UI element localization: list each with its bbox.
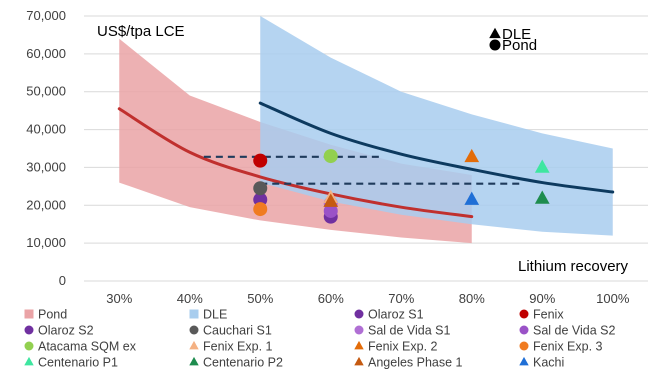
legend-olaroz-s1-icon: [354, 309, 364, 319]
legend-label-fenix-exp-3: Fenix Exp. 3: [533, 340, 603, 354]
legend-sal-de-vida-s1-icon: [354, 325, 364, 335]
x-axis-ticks: 30% 40% 50% 60% 70% 80% 90% 100%: [106, 291, 630, 306]
legend-fenix-exp-2-icon: [354, 340, 364, 350]
legend: Pond DLE Olaroz S1 Fenix Olaroz S2 Cauchari S…: [24, 308, 616, 370]
legend-atacama-sqm-ex-icon: [24, 341, 34, 351]
y-tick-label: 50,000: [26, 84, 66, 99]
x-tick-label: 100%: [596, 291, 630, 306]
y-tick-label: 70,000: [26, 8, 66, 23]
legend-label-fenix-exp-1: Fenix Exp. 1: [203, 340, 273, 354]
line-pond-mid: [117, 107, 474, 219]
legend-label-angeles-phase-1: Angeles Phase 1: [368, 356, 463, 370]
line-dle-mid: [258, 101, 615, 194]
x-tick-label: 40%: [177, 291, 203, 306]
y-axis-label: US$/tpa LCE: [97, 23, 185, 40]
legend-dle-icon: [189, 309, 199, 319]
legend-label-fenix: Fenix: [533, 308, 564, 322]
y-tick-label: 30,000: [26, 159, 66, 174]
legend-label-olaroz-s1: Olaroz S1: [368, 308, 424, 322]
legend-centenario-p2-icon: [189, 356, 199, 366]
legend-label-centenario-p2: Centenario P2: [203, 356, 283, 370]
point-centenario-p2: [534, 190, 550, 204]
marker-key-label: Pond: [502, 37, 537, 54]
legend-label-sal-de-vida-s1: Sal de Vida S1: [368, 324, 451, 338]
legend-label-pond: Pond: [38, 308, 67, 322]
point-centenario-p1: [534, 159, 550, 173]
y-tick-label: 20,000: [26, 197, 66, 212]
legend-label-fenix-exp-2: Fenix Exp. 2: [368, 340, 438, 354]
legend-label-centenario-p1: Centenario P1: [38, 356, 118, 370]
legend-fenix-exp-1-icon: [189, 340, 199, 350]
point-fenix: [253, 153, 268, 168]
x-tick-label: 80%: [459, 291, 485, 306]
y-axis-ticks: 0 10,000 20,000 30,000 40,000 50,000 60,000 70,…: [26, 8, 66, 288]
legend-olaroz-s2-icon: [24, 325, 34, 335]
point-sal-de-vida-s2: [323, 203, 338, 218]
point-angeles-phase-1: [323, 193, 339, 207]
point-fenix-exp-3: [253, 202, 268, 217]
y-tick-label: 60,000: [26, 46, 66, 61]
point-atacama-sqm-ex: [323, 149, 338, 164]
marker-key-label: DLE: [502, 26, 531, 43]
trend-lines: [117, 101, 615, 219]
x-tick-label: 60%: [318, 291, 344, 306]
legend-pond-icon: [24, 309, 34, 319]
legend-label-sal-de-vida-s2: Sal de Vida S2: [533, 324, 616, 338]
legend-label-dle: DLE: [203, 308, 227, 322]
x-tick-label: 30%: [106, 291, 132, 306]
marker-key-dle-icon: [489, 27, 501, 39]
x-axis-label: Lithium recovery: [518, 258, 629, 275]
marker-key-pond-icon: [489, 39, 501, 51]
legend-kachi-icon: [519, 356, 529, 366]
legend-label-kachi: Kachi: [533, 356, 564, 370]
point-cauchari-s1: [253, 181, 268, 196]
legend-label-olaroz-s2: Olaroz S2: [38, 324, 94, 338]
legend-label-atacama-sqm-ex: Atacama SQM ex: [38, 340, 137, 354]
y-tick-label: 10,000: [26, 235, 66, 250]
legend-fenix-icon: [519, 309, 529, 319]
dashed-reference-lines: [203, 155, 522, 185]
legend-fenix-exp-3-icon: [519, 341, 529, 351]
legend-angeles-phase-1-icon: [354, 356, 364, 366]
point-kachi: [464, 191, 480, 205]
x-tick-label: 50%: [247, 291, 273, 306]
legend-centenario-p1-icon: [24, 356, 34, 366]
project-points: [253, 148, 550, 224]
x-tick-label: 90%: [529, 291, 555, 306]
x-tick-label: 70%: [388, 291, 414, 306]
legend-cauchari-s1-icon: [189, 325, 199, 335]
legend-label-cauchari-s1: Cauchari S1: [203, 324, 272, 338]
y-tick-label: 0: [59, 273, 66, 288]
legend-sal-de-vida-s2-icon: [519, 325, 529, 335]
y-tick-label: 40,000: [26, 122, 66, 137]
point-fenix-exp-2: [464, 148, 480, 163]
